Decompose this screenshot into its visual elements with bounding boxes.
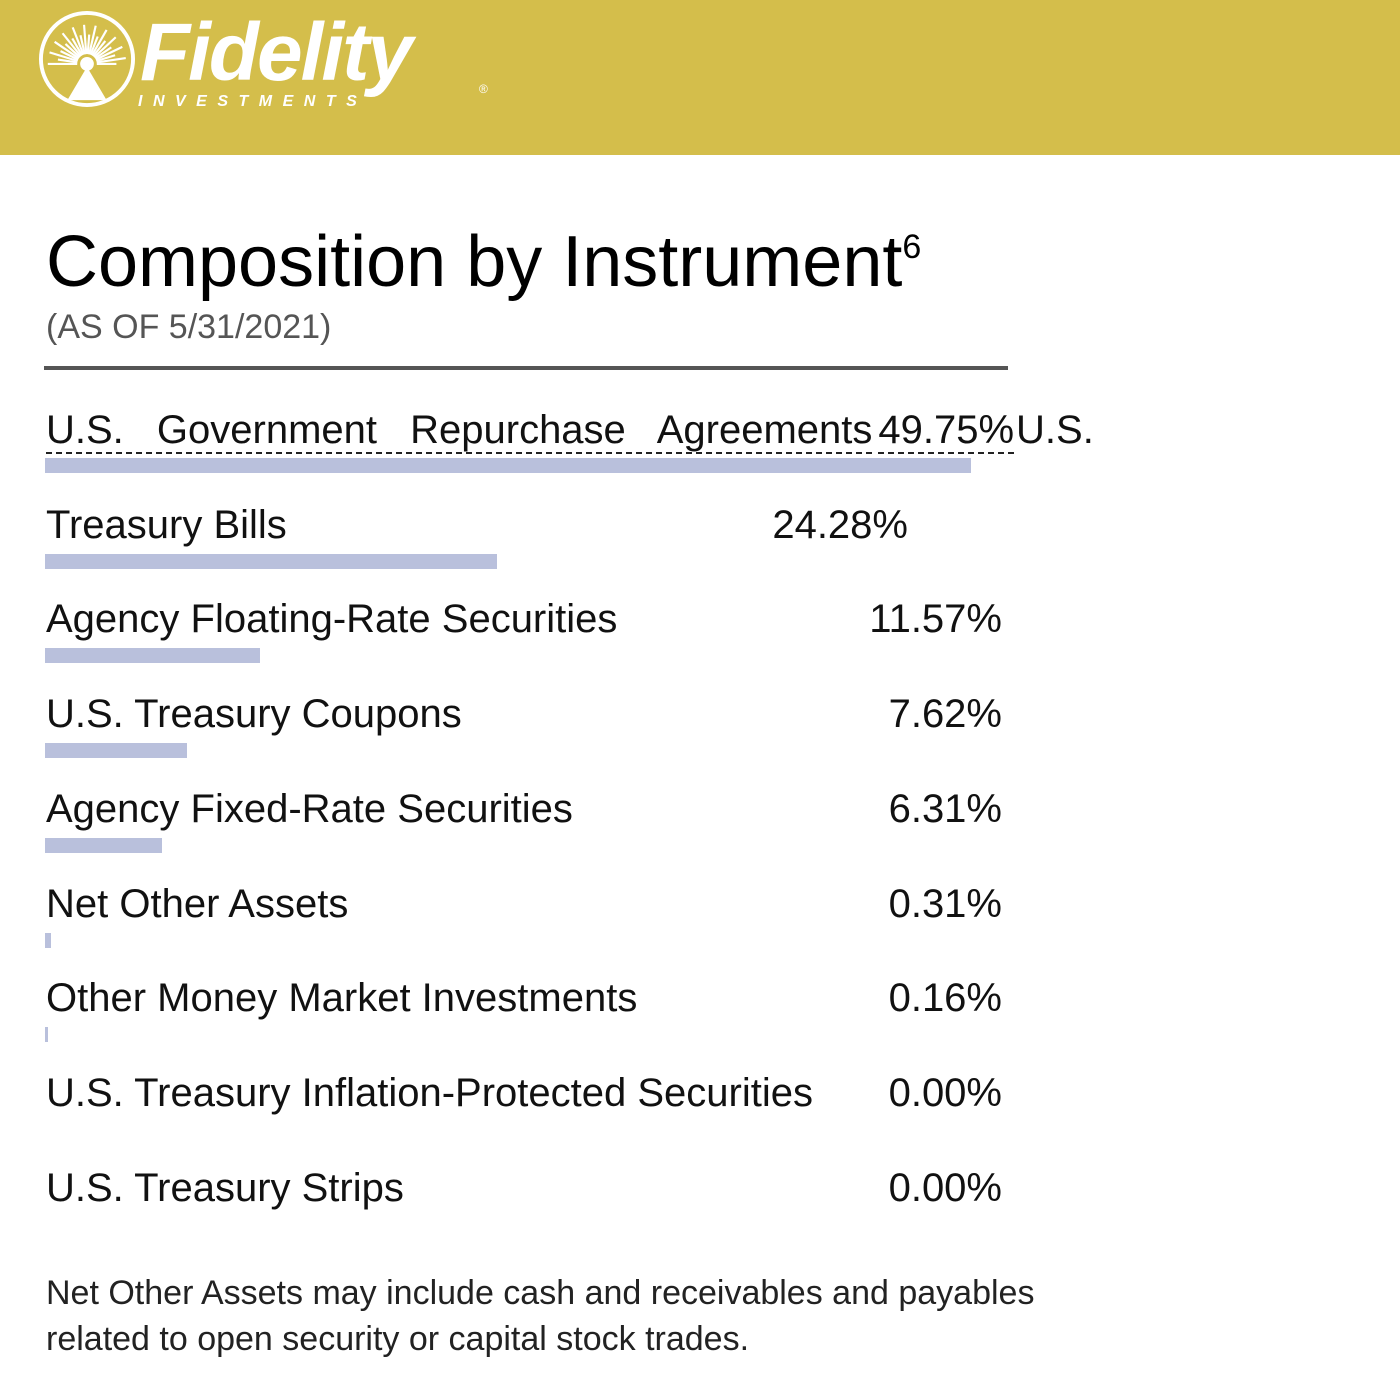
chart-row[interactable]: U.S. Government Repurchase Agreements 49.… bbox=[0, 410, 1400, 500]
logo-ray bbox=[96, 54, 116, 63]
logo-ray bbox=[61, 32, 82, 57]
category-label: U.S. Treasury Coupons bbox=[46, 692, 462, 737]
logo-ray bbox=[71, 37, 84, 56]
value-label: 6.31% bbox=[888, 786, 1002, 831]
bar bbox=[45, 932, 51, 948]
chart-subtitle: (AS OF 5/31/2021) bbox=[46, 308, 332, 346]
chart-row: Treasury Bills 24.28% bbox=[0, 505, 1400, 595]
bar bbox=[45, 553, 497, 569]
chart-row: U.S. Treasury Inflation-Protected Securi… bbox=[0, 1073, 1400, 1163]
logo-ray bbox=[94, 46, 112, 60]
logo-ray bbox=[54, 40, 80, 60]
logo-ray bbox=[64, 43, 81, 59]
logo-ray bbox=[86, 34, 91, 55]
category-label: Net Other Assets bbox=[46, 881, 349, 926]
chart-row: Agency Floating-Rate Securities 11.57% bbox=[0, 599, 1400, 689]
title-footnote-marker: 6 bbox=[902, 228, 922, 266]
value-label: 11.57% bbox=[869, 597, 1002, 642]
logo-ray bbox=[95, 45, 123, 61]
chart-row: Other Money Market Investments 0.16% bbox=[0, 978, 1400, 1068]
bar bbox=[45, 743, 187, 759]
logo-ray bbox=[89, 36, 99, 56]
brand-wordmark: Fidelity bbox=[140, 7, 413, 98]
chart-title: Composition by Instrument6 bbox=[46, 222, 922, 302]
category-label[interactable]: U.S. Government Repurchase Agreements bbox=[46, 408, 873, 454]
chart-row: U.S. Treasury Coupons 7.62% bbox=[0, 694, 1400, 784]
logo-ray bbox=[93, 36, 117, 59]
value-label: 0.31% bbox=[888, 881, 1002, 926]
row-suffix-text: U.S. bbox=[1016, 408, 1094, 452]
value-label: 0.00% bbox=[888, 1165, 1002, 1210]
logo-ray bbox=[90, 29, 108, 56]
brand-header: Fidelity ® INVESTMENTS bbox=[0, 0, 1400, 155]
logo-ray bbox=[88, 25, 97, 55]
logo-ray bbox=[79, 34, 86, 55]
logo-ray bbox=[71, 27, 85, 56]
value-label: 24.28% bbox=[772, 502, 908, 547]
footnote-text: Net Other Assets may include cash and re… bbox=[46, 1274, 1035, 1358]
logo-ray bbox=[57, 58, 78, 64]
category-label: U.S. Treasury Inflation-Protected Securi… bbox=[46, 1070, 813, 1115]
logo-ray bbox=[96, 56, 126, 64]
value-label: 7.62% bbox=[888, 692, 1002, 737]
chart-row: Agency Fixed-Rate Securities 6.31% bbox=[0, 789, 1400, 879]
category-label: U.S. Treasury Strips bbox=[46, 1165, 404, 1210]
category-label: Agency Floating-Rate Securities bbox=[46, 597, 618, 642]
brand-subtitle: INVESTMENTS bbox=[138, 93, 368, 110]
title-divider bbox=[44, 366, 1008, 370]
category-label: Treasury Bills bbox=[46, 502, 287, 547]
bar bbox=[45, 1027, 48, 1043]
bar bbox=[45, 458, 971, 473]
category-label: Agency Fixed-Rate Securities bbox=[46, 786, 573, 831]
logo-ray bbox=[49, 51, 78, 63]
value-label: 49.75% bbox=[878, 408, 1015, 454]
starburst-logo-icon bbox=[38, 10, 136, 108]
category-label: Other Money Market Investments bbox=[46, 976, 638, 1021]
chart-row: U.S. Treasury Strips 0.00% bbox=[0, 1168, 1400, 1258]
bar bbox=[45, 648, 261, 664]
value-label: 0.00% bbox=[888, 1070, 1002, 1115]
logo-ray bbox=[60, 50, 79, 61]
registered-mark: ® bbox=[479, 82, 488, 96]
value-label: 0.16% bbox=[888, 976, 1002, 1021]
bar bbox=[45, 837, 163, 853]
logo-ray bbox=[92, 40, 107, 57]
logo-ray bbox=[82, 24, 88, 55]
chart-row: Net Other Assets 0.31% bbox=[0, 884, 1400, 974]
